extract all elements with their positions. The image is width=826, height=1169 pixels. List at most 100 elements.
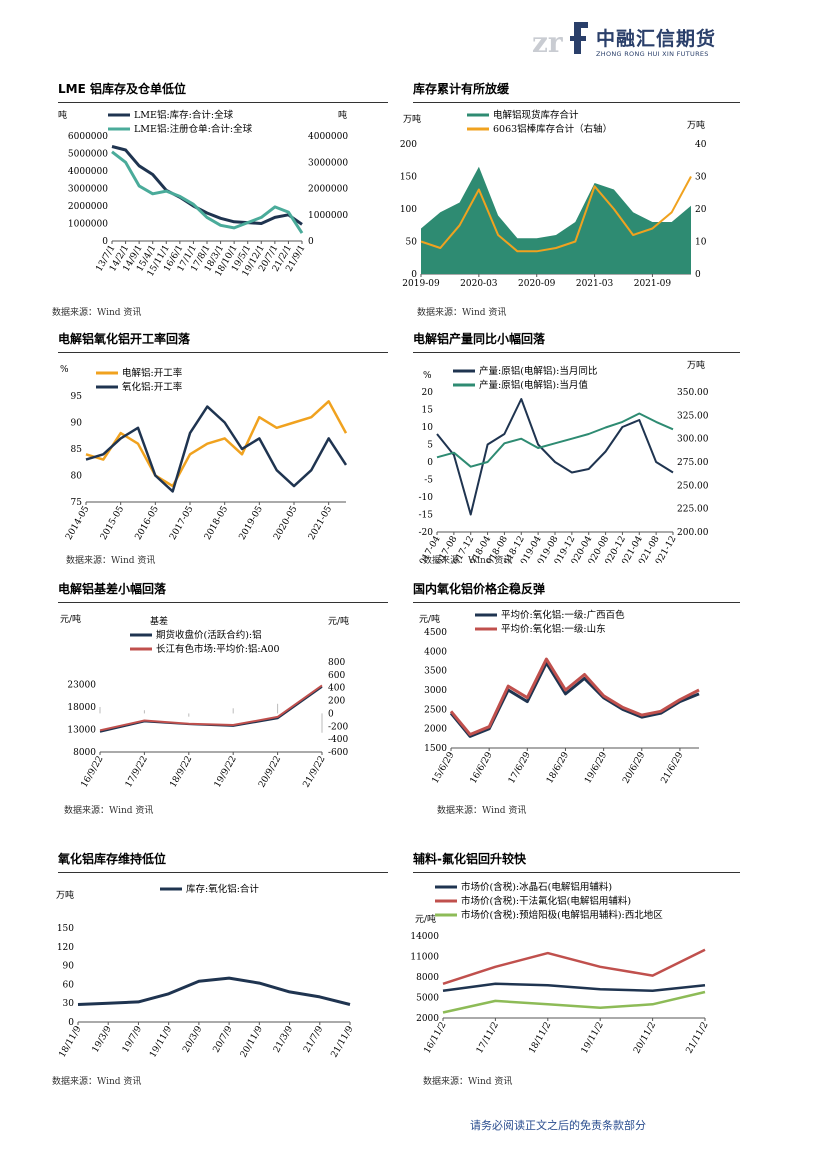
y-tick-label-right: 300.00 (677, 435, 709, 445)
legend-label: 氧化铝:开工率 (122, 381, 183, 393)
y-tick-label-right: 400 (328, 684, 345, 694)
series-line (436, 398, 674, 516)
y-tick-label: -20 (419, 528, 434, 538)
divider (58, 102, 388, 103)
y-tick-label-right: 200 (328, 697, 345, 707)
y-tick-label: 10 (422, 423, 434, 433)
x-tick-label: 20/9/22 (257, 755, 283, 790)
x-tick-label: 20/6/29 (621, 750, 647, 785)
data-source: 数据来源：Wind 资讯 (437, 806, 527, 816)
series-line (442, 982, 706, 992)
x-tick-label: 20/11/9 (239, 1024, 265, 1059)
axis-unit-left: 吨 (58, 109, 67, 121)
series-line (77, 976, 351, 1006)
series-line (442, 948, 706, 985)
chart-title: LME 铝库存及仓单低位 (58, 82, 186, 96)
axis-unit-left: 元/吨 (60, 613, 81, 625)
legend-label: 产量:原铝(电解铝):当月值 (479, 379, 588, 391)
y-tick-label-right: 1000000 (308, 211, 348, 221)
legend-label: 长江有色市场:平均价:铝:A00 (156, 643, 280, 655)
legend-label: 市场价(含税):冰晶石(电解铝用辅料) (461, 881, 612, 893)
y-tick-label: 14000 (410, 932, 439, 942)
chart-output-yoy: % 万吨 20 15 10 5 0 -5 -10 -15 -20 350.00 325.00 300.00… (415, 359, 709, 563)
x-tick-label: 21/7/9 (302, 1024, 325, 1054)
y-tick-label-right: -600 (328, 748, 348, 758)
y-tick-label: 85 (71, 445, 83, 455)
x-tick-label: 18/9/22 (168, 755, 194, 790)
y-tick-label-right: 275.00 (677, 458, 709, 468)
x-tick-label: 19/11/9 (148, 1024, 174, 1059)
x-tick-label: 15/6/29 (431, 750, 457, 785)
y-tick-label-right: 200.00 (677, 528, 709, 538)
x-tick-label: 21/6/29 (660, 750, 686, 785)
y-tick-label: 2000000 (68, 202, 108, 212)
series-line (85, 405, 348, 493)
y-tick-label-right: 0 (695, 270, 701, 280)
y-tick-label: 95 (71, 392, 83, 402)
x-tick-label: 21/9/22 (302, 755, 328, 790)
y-tick-label-right: 4000000 (308, 132, 348, 142)
x-tick-label: 2019-09 (402, 279, 440, 289)
y-tick-label-right: 250.00 (677, 481, 709, 491)
x-tick-label: 17/11/2 (475, 1021, 501, 1056)
series-area (421, 166, 691, 274)
y-tick-label: 2000 (424, 725, 447, 735)
y-tick-label: 15 (422, 406, 434, 416)
y-tick-label-right: 600 (328, 671, 345, 681)
y-tick-label: 5 (427, 441, 433, 451)
logo-mark-icon: zr (532, 22, 588, 59)
y-tick-label: 60 (63, 980, 75, 990)
y-tick-label-right: 800 (328, 658, 345, 668)
legend-label: 电解铝现货库存合计 (493, 109, 579, 121)
chart-title: 国内氧化铝价格企稳反弹 (413, 582, 546, 596)
y-tick-label: 3000 (424, 686, 447, 696)
axis-unit-left: % (60, 365, 69, 375)
x-tick-label: 18/6/29 (545, 750, 571, 785)
y-tick-label: 150 (400, 173, 417, 183)
x-tick-label: 2020-05 (272, 504, 299, 542)
y-tick-label: -15 (419, 511, 434, 521)
svg-text:zr: zr (532, 26, 564, 59)
data-source: 数据来源：Wind 资讯 (52, 1077, 142, 1087)
axis-unit-left: 元/吨 (415, 913, 436, 925)
x-tick-label: 2017-05 (168, 504, 195, 542)
y-tick-label: 200 (400, 140, 417, 150)
series-line (449, 657, 700, 736)
legend-label: 库存:氧化铝:合计 (186, 883, 259, 895)
legend-label: 平均价:氧化铝:一级:山东 (501, 623, 606, 635)
y-tick-label: 0 (68, 1018, 74, 1028)
x-tick-label: 2021-03 (576, 279, 614, 289)
chart-alumina-stock: 万吨 150 120 90 60 30 018/11/9 19/3/9 19/7/9 19/11/… (56, 883, 356, 1060)
y-tick-label-right: 325.00 (677, 411, 709, 421)
y-tick-label: 4500 (424, 628, 447, 638)
y-tick-label: 100 (400, 205, 417, 215)
chart-basis: 元/吨 元/吨 23000 18000 13000 8000 800 600 400 200 0 -2… (60, 613, 349, 790)
y-tick-label-right: 0 (308, 237, 314, 247)
divider (413, 102, 740, 103)
divider (58, 872, 388, 873)
axis-unit-right: 万吨 (687, 119, 705, 131)
series-line (436, 412, 674, 468)
y-tick-label: 1000000 (68, 220, 108, 230)
data-source: 数据来源：Wind 资讯 (64, 806, 154, 816)
y-tick-label-right: 350.00 (677, 388, 709, 398)
y-tick-label-right: 30 (695, 173, 707, 183)
axis-unit-left: 万吨 (403, 113, 421, 125)
x-tick-label: 2018-05 (203, 504, 230, 542)
axis-unit-right: 吨 (338, 109, 347, 121)
y-tick-label: 0 (411, 270, 417, 280)
axis-unit-left: % (423, 371, 432, 381)
y-tick-label: -5 (424, 476, 433, 486)
axis-unit-right: 万吨 (687, 359, 705, 371)
y-tick-label: 4000000 (68, 167, 108, 177)
y-tick-label: 120 (57, 943, 74, 953)
legend-label: 6063铝棒库存合计（右轴） (493, 123, 612, 135)
y-tick-label: 5000000 (68, 150, 108, 160)
x-tick-label: 18/11/2 (527, 1021, 553, 1056)
y-tick-label: 6000000 (68, 132, 108, 142)
divider (413, 352, 740, 353)
chart-title: 电解铝产量同比小幅回落 (413, 332, 546, 346)
y-tick-label: -10 (419, 493, 434, 503)
y-tick-label-right: 10 (695, 238, 707, 248)
legend-label: LME铝:注册仓单:合计:全球 (134, 123, 253, 135)
